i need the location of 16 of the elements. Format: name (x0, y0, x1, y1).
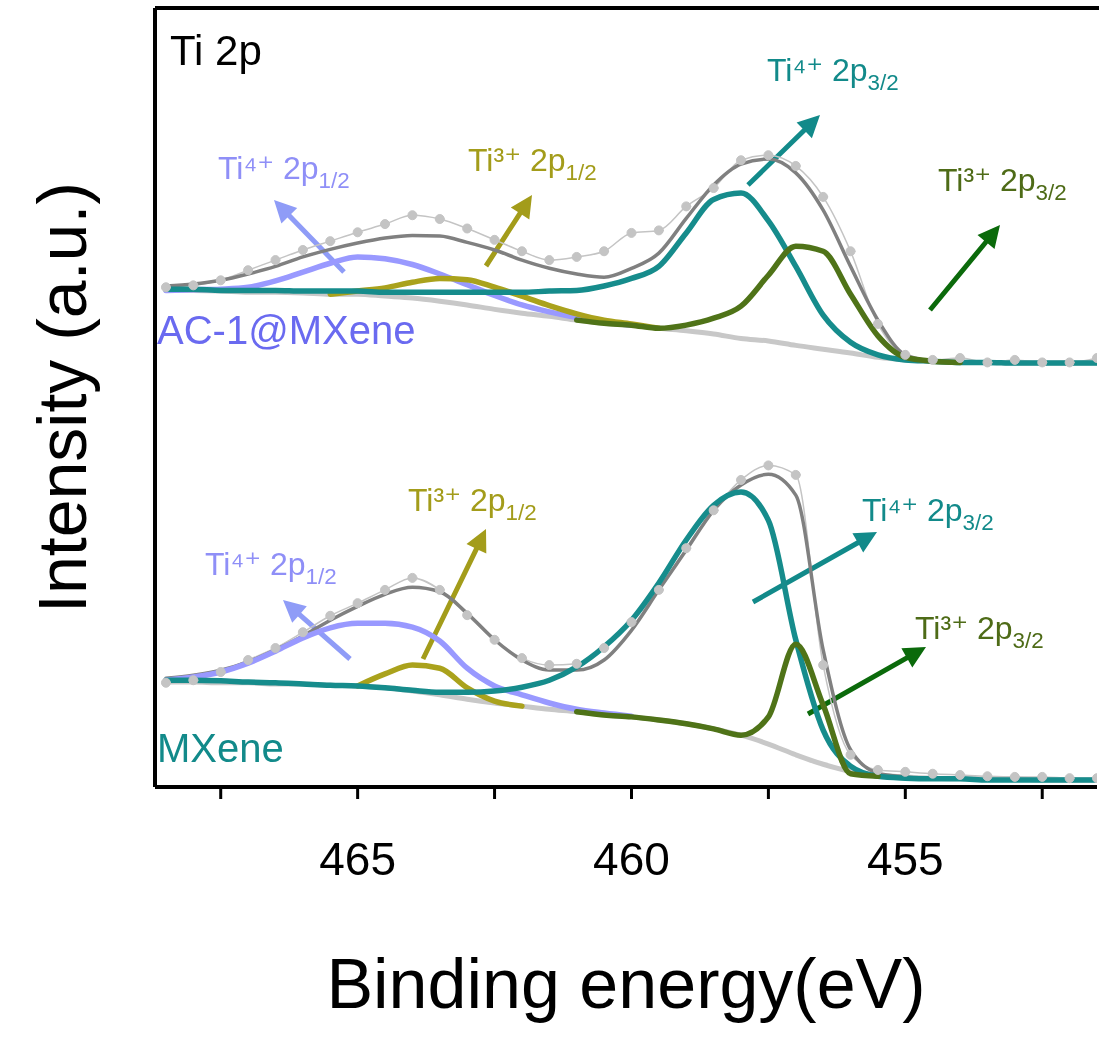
y-axis-title: Intensity (a.u.) (24, 182, 100, 613)
text: Ti⁴⁺ 2p$_{3/2}$ (767, 52, 899, 95)
x-tick-label: 455 (866, 833, 944, 885)
annotation: Ti⁴⁺ 2p$_{3/2}$ (862, 492, 994, 535)
annotation: Ti³⁺ 2p$_{3/2}$ (938, 162, 1067, 205)
annotation: Ti³⁺ 2p$_{1/2}$ (468, 142, 597, 185)
annotation: AC-1@MXene (157, 308, 416, 352)
annotation: Ti³⁺ 2p$_{1/2}$ (408, 482, 537, 525)
x-tick-label: 460 (593, 833, 670, 885)
x-axis-title: Binding energy(eV) (326, 945, 926, 1023)
annotation: MXene (157, 726, 284, 770)
annotation: Ti³⁺ 2p$_{3/2}$ (915, 610, 1044, 653)
annotation: Ti⁴⁺ 2p$_{1/2}$ (218, 150, 350, 193)
annotation: Ti⁴⁺ 2p$_{1/2}$ (205, 546, 337, 589)
text: Ti 2p (170, 26, 262, 74)
x-tick-label: 465 (319, 833, 397, 885)
